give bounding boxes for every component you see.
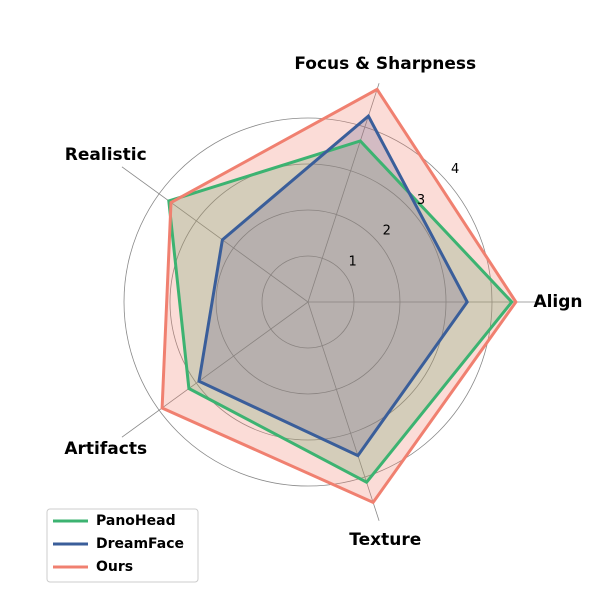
series-area	[199, 116, 468, 456]
r-tick-label: 4	[451, 162, 459, 177]
r-tick-label: 1	[348, 254, 356, 269]
legend-label: PanoHead	[96, 513, 176, 529]
spoke	[307, 83, 380, 303]
axis-label: Artifacts	[64, 439, 147, 459]
r-tick-label: 3	[417, 193, 425, 208]
r-tick-label: 2	[383, 224, 391, 239]
axis-label: Texture	[349, 530, 421, 550]
legend-box	[46, 508, 199, 583]
series-area	[162, 89, 516, 503]
axis-label: Realistic	[65, 145, 147, 165]
series-line	[197, 113, 469, 458]
spoke	[307, 301, 380, 521]
spoke	[121, 301, 309, 438]
axis-label: Focus & Sharpness	[294, 54, 476, 74]
series-line	[160, 87, 518, 505]
spoke	[121, 166, 309, 303]
series-line	[167, 139, 514, 485]
legend-label: Ours	[96, 559, 133, 575]
legend-label: DreamFace	[96, 536, 184, 552]
axis-label: Align	[533, 292, 582, 312]
